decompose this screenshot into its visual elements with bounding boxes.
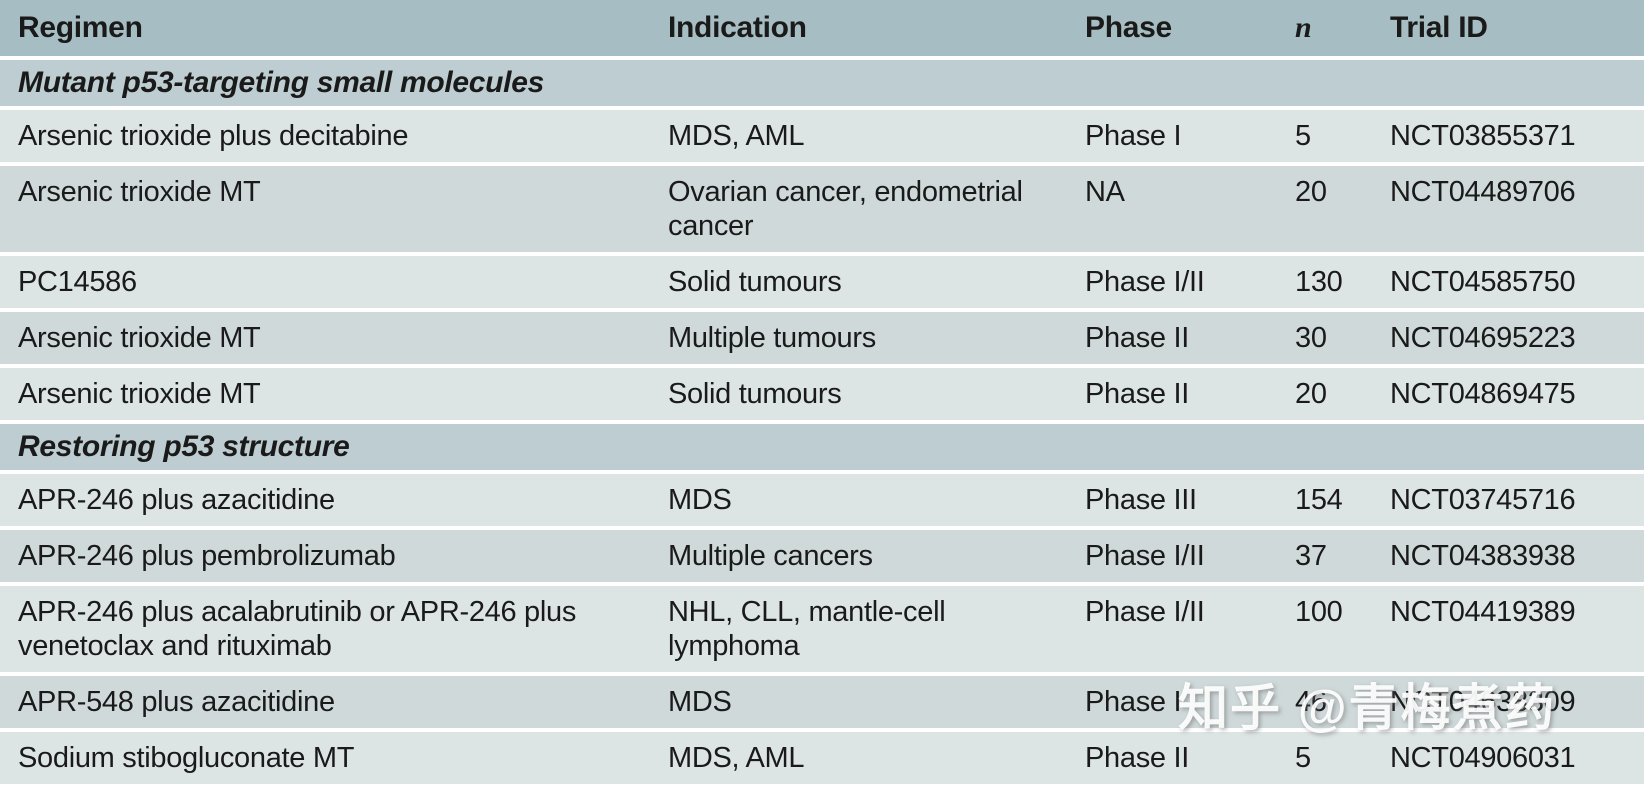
cell-n: 5 xyxy=(1295,742,1311,774)
cell-phase: Phase I/II xyxy=(1085,540,1205,572)
column-header-phase: Phase xyxy=(1085,11,1172,44)
cell-trial-id: NCT04906031 xyxy=(1390,742,1576,774)
table-row: Arsenic trioxide MT Ovarian cancer, endo… xyxy=(0,166,1644,252)
table-row: Sodium stibogluconate MT MDS, AML Phase … xyxy=(0,732,1644,784)
cell-phase: Phase II xyxy=(1085,742,1189,774)
cell-phase: Phase I xyxy=(1085,120,1182,152)
cell-regimen: Arsenic trioxide MT xyxy=(18,378,261,410)
section-row-mutant-p53: Mutant p53-targeting small molecules xyxy=(0,60,1644,106)
cell-regimen: APR-246 plus pembrolizumab xyxy=(18,540,396,572)
table-row: PC14586 Solid tumours Phase I/II 130 NCT… xyxy=(0,256,1644,308)
table-row: APR-246 plus azacitidine MDS Phase III 1… xyxy=(0,474,1644,526)
cell-trial-id: NCT04383938 xyxy=(1390,540,1576,572)
cell-regimen: APR-246 plus acalabrutinib or APR-246 pl… xyxy=(18,596,577,662)
section-label: Mutant p53-targeting small molecules xyxy=(18,66,544,99)
table-row: Arsenic trioxide plus decitabine MDS, AM… xyxy=(0,110,1644,162)
column-header-trial-id: Trial ID xyxy=(1390,11,1488,44)
cell-indication: MDS xyxy=(668,686,732,718)
cell-phase: Phase I/II xyxy=(1085,596,1205,628)
table-row: Arsenic trioxide MT Solid tumours Phase … xyxy=(0,368,1644,420)
cell-trial-id: NCT03745716 xyxy=(1390,484,1576,516)
cell-phase: Phase II xyxy=(1085,378,1189,410)
cell-trial-id: NCT04638309 xyxy=(1390,686,1576,718)
cell-indication: MDS, AML xyxy=(668,120,805,152)
cell-n: 130 xyxy=(1295,266,1343,298)
cell-indication: Ovarian cancer, endometrial cancer xyxy=(668,176,1023,242)
cell-regimen: APR-246 plus azacitidine xyxy=(18,484,335,516)
cell-phase: Phase III xyxy=(1085,484,1197,516)
cell-phase: NA xyxy=(1085,176,1125,208)
cell-indication: MDS xyxy=(668,484,732,516)
cell-n: 30 xyxy=(1295,322,1327,354)
column-header-n: n xyxy=(1295,11,1312,44)
table-row: APR-246 plus acalabrutinib or APR-246 pl… xyxy=(0,586,1644,672)
cell-n: 46 xyxy=(1295,686,1327,718)
column-header-indication: Indication xyxy=(668,11,807,44)
section-label: Restoring p53 structure xyxy=(18,430,350,463)
cell-phase: Phase II xyxy=(1085,322,1189,354)
cell-n: 100 xyxy=(1295,596,1343,628)
cell-regimen: PC14586 xyxy=(18,266,137,298)
cell-regimen: APR-548 plus azacitidine xyxy=(18,686,335,718)
cell-phase: Phase I xyxy=(1085,686,1182,718)
section-row-restoring-p53: Restoring p53 structure xyxy=(0,424,1644,470)
table-row: Arsenic trioxide MT Multiple tumours Pha… xyxy=(0,312,1644,364)
cell-trial-id: NCT04869475 xyxy=(1390,378,1576,410)
cell-n: 20 xyxy=(1295,176,1327,208)
cell-trial-id: NCT04419389 xyxy=(1390,596,1576,628)
cell-indication: NHL, CLL, mantle-cell lymphoma xyxy=(668,596,946,662)
cell-indication: Multiple tumours xyxy=(668,322,876,354)
table-header-row: Regimen Indication Phase n Trial ID xyxy=(0,0,1644,56)
cell-n: 37 xyxy=(1295,540,1327,572)
cell-n: 154 xyxy=(1295,484,1343,516)
table-row: APR-548 plus azacitidine MDS Phase I 46 … xyxy=(0,676,1644,728)
cell-trial-id: NCT04489706 xyxy=(1390,176,1576,208)
cell-n: 5 xyxy=(1295,120,1311,152)
column-header-regimen: Regimen xyxy=(18,11,143,44)
cell-regimen: Sodium stibogluconate MT xyxy=(18,742,355,774)
cell-n: 20 xyxy=(1295,378,1327,410)
cell-indication: MDS, AML xyxy=(668,742,805,774)
cell-indication: Solid tumours xyxy=(668,378,842,410)
cell-trial-id: NCT04695223 xyxy=(1390,322,1576,354)
cell-indication: Multiple cancers xyxy=(668,540,873,572)
cell-regimen: Arsenic trioxide MT xyxy=(18,176,261,208)
cell-trial-id: NCT04585750 xyxy=(1390,266,1576,298)
cell-phase: Phase I/II xyxy=(1085,266,1205,298)
table-row: APR-246 plus pembrolizumab Multiple canc… xyxy=(0,530,1644,582)
cell-regimen: Arsenic trioxide plus decitabine xyxy=(18,120,409,152)
cell-trial-id: NCT03855371 xyxy=(1390,120,1576,152)
cell-indication: Solid tumours xyxy=(668,266,842,298)
cell-regimen: Arsenic trioxide MT xyxy=(18,322,261,354)
